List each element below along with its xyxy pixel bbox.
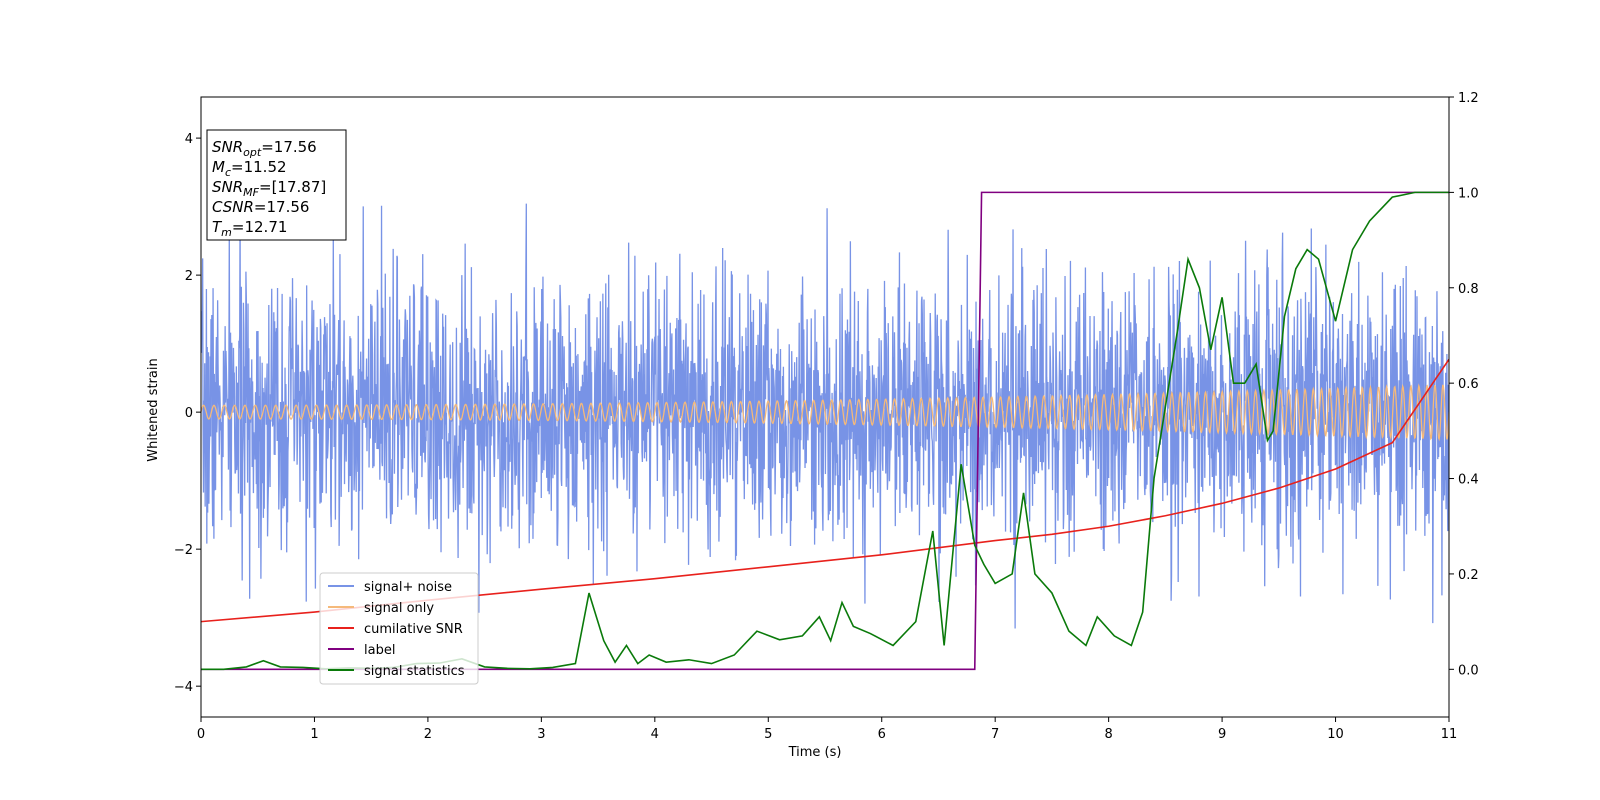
x-tick-label: 5 [764, 727, 772, 742]
annotation-line: Tm=12.71 [212, 218, 287, 239]
x-tick-label: 8 [1104, 727, 1112, 742]
y2-tick-label: 0.6 [1458, 377, 1479, 392]
x-tick-label: 11 [1441, 727, 1458, 742]
x-tick-label: 0 [197, 727, 205, 742]
legend-entry: cumilative SNR [364, 622, 463, 637]
series-label [201, 191, 1449, 671]
plot-frame [200, 96, 1450, 718]
annotation-line: SNRopt=17.56 [212, 138, 317, 159]
y2-tick-label: 0.4 [1458, 473, 1479, 488]
x-tick-label: 6 [878, 727, 886, 742]
x-tick-label: 2 [424, 727, 432, 742]
y2-tick-label: 0.2 [1458, 568, 1479, 583]
series-signal-noise [201, 203, 1449, 629]
annotation-line: SNRMF=[17.87] [212, 178, 326, 199]
legend-frame [319, 572, 479, 685]
annotation-frame [206, 129, 347, 241]
legend-entry: signal statistics [364, 664, 465, 679]
y-tick-label: −2 [174, 543, 193, 558]
x-tick-label: 4 [651, 727, 659, 742]
x-tick-label: 10 [1327, 727, 1344, 742]
axes: 0 1 2 3 4 5 6 7 8 9 10 11 −4 −2 0 2 4 0.0 0.2 0.4 0.6 0.8 1.0 1… [174, 91, 1479, 742]
legend-entry: signal only [364, 601, 434, 616]
y2-tick-label: 0.0 [1458, 663, 1479, 678]
x-tick-label: 9 [1218, 727, 1226, 742]
y-tick-label: 2 [185, 269, 193, 284]
legend: signal+ noise signal only cumilative SNR la… [319, 572, 479, 685]
series-signal-only [201, 383, 1449, 442]
x-tick-label: 1 [310, 727, 318, 742]
legend-entry: signal+ noise [364, 580, 452, 595]
y-tick-label: −4 [174, 680, 193, 695]
annotation-line: CSNR=17.56 [212, 198, 309, 216]
y2-tick-label: 1.0 [1458, 186, 1479, 201]
y-tick-label: 4 [185, 132, 193, 147]
x-axis-label: Time (s) [788, 745, 842, 760]
x-tick-label: 7 [991, 727, 999, 742]
x-tick-label: 3 [537, 727, 545, 742]
snr-annotation-box: SNRopt=17.56Mc=11.52SNRMF=[17.87]CSNR=17… [206, 129, 347, 241]
annotation-line: Mc=11.52 [212, 158, 287, 179]
series-cumulative-snr [201, 358, 1449, 623]
legend-entry: label [364, 643, 395, 658]
y-tick-label: 0 [185, 406, 193, 421]
y-axis-label: Whitened strain [146, 358, 161, 461]
y2-tick-label: 0.8 [1458, 282, 1479, 297]
y2-tick-label: 1.2 [1458, 91, 1479, 106]
